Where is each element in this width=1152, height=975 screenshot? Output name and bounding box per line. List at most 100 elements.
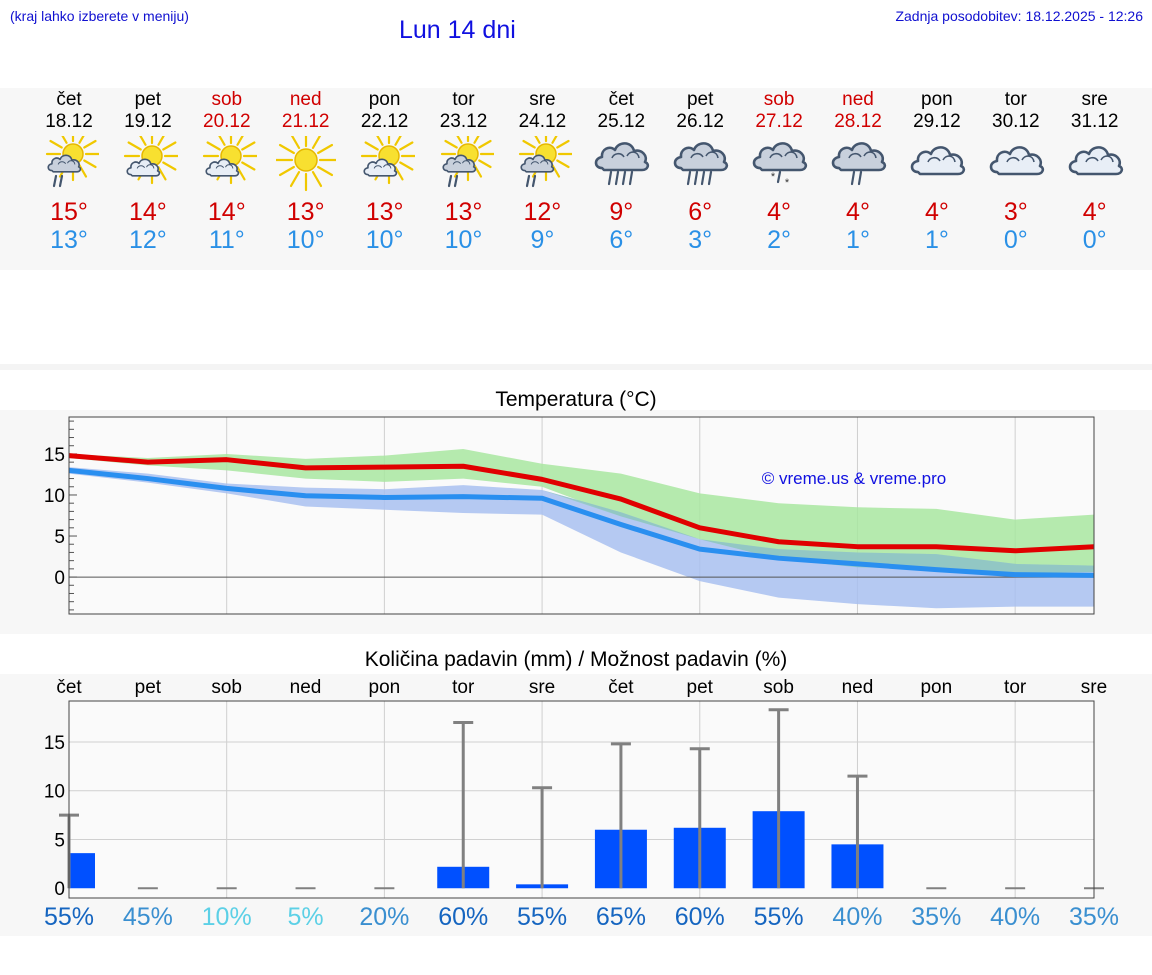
- cloud-rain-icon: [831, 142, 887, 186]
- cloud-outline: [1068, 146, 1123, 176]
- sun-ray: [278, 143, 295, 155]
- rain-drop: [622, 170, 627, 186]
- region-hint[interactable]: (kraj lahko izberete v meniju): [10, 8, 189, 24]
- cloud-outline: [595, 142, 650, 172]
- temp-max: 14°: [128, 198, 167, 226]
- cloud-icon: [989, 146, 1044, 176]
- day-name: tor: [452, 89, 475, 110]
- sun-ray: [472, 136, 480, 144]
- sun-ray: [157, 136, 165, 146]
- sun-ray: [455, 136, 463, 144]
- temp-max: 4°: [1082, 198, 1107, 226]
- x-category-label: čet: [56, 677, 82, 698]
- divider: [0, 364, 1152, 370]
- cloud-outline: [752, 142, 808, 172]
- sun-cloud-icon: [360, 136, 415, 185]
- sun-ray: [83, 159, 97, 169]
- x-category-label: pet: [687, 677, 714, 698]
- precip-chance: 35%: [911, 903, 962, 931]
- precip-chance: 60%: [438, 903, 489, 931]
- min-temp-line: [68, 467, 1095, 578]
- sun-ray: [398, 141, 414, 151]
- precip-chance: 45%: [122, 903, 173, 931]
- cloud-outline: [47, 154, 82, 173]
- temp-min: 0°: [1003, 226, 1028, 254]
- day-name: sre: [529, 89, 556, 110]
- rain-drop: [687, 170, 692, 186]
- day-date: 22.12: [360, 111, 409, 132]
- temp-min: 13°: [50, 226, 88, 254]
- day-date: 25.12: [597, 111, 646, 132]
- day-date: 28.12: [834, 111, 882, 132]
- temp-min: 1°: [924, 226, 949, 254]
- sun-ray: [364, 141, 379, 151]
- y-tick-label: 15: [44, 733, 65, 754]
- cloud-shape: [520, 154, 555, 173]
- cloud-detail: [1084, 155, 1114, 163]
- precip-bar: [69, 853, 95, 889]
- cloud-detail: [57, 160, 76, 165]
- sun-ray: [236, 166, 246, 181]
- sun-ray: [556, 159, 571, 169]
- cloud-detail: [927, 155, 956, 163]
- cloud-icon: [989, 146, 1044, 176]
- sun-cloud-icon: [202, 136, 257, 185]
- sun-ray: [316, 165, 333, 177]
- page-title: Lun 14 dni: [399, 16, 516, 44]
- temp-max: 13°: [365, 198, 404, 226]
- max-range-band: [69, 449, 1094, 573]
- temp-max: 13°: [444, 198, 483, 226]
- day-date: 20.12: [203, 111, 251, 132]
- day-name: čet: [56, 89, 82, 110]
- sun-ray: [206, 141, 221, 151]
- temp-max: 14°: [207, 198, 246, 226]
- cloud-heavy-rain-icon: [595, 142, 650, 186]
- sun-disc: [293, 148, 318, 172]
- sun-ray: [393, 136, 402, 146]
- precip-chance: 55%: [517, 903, 568, 931]
- sun-ray: [162, 141, 177, 151]
- sun-ray: [278, 165, 295, 177]
- snow-flake: *: [771, 171, 776, 183]
- sun-cloud-icon: [123, 136, 178, 185]
- precip-chance: 40%: [832, 903, 883, 931]
- temp-min: 6°: [609, 226, 634, 254]
- cloud-detail: [531, 160, 549, 165]
- cloud-shape: [1068, 146, 1123, 176]
- cloud-icon: [1068, 146, 1123, 176]
- rain-drop: [701, 170, 706, 186]
- forecast-day: ned 28.12 4° 1°: [818, 88, 898, 254]
- temp-max: 4°: [846, 198, 870, 226]
- cloud-shape: [595, 142, 650, 172]
- sun-shape: [275, 136, 336, 192]
- x-category-label: čet: [608, 677, 634, 698]
- sun-cloud-rain-icon: [440, 136, 494, 188]
- temp-min: 0°: [1082, 226, 1107, 254]
- last-update: Zadnja posodobitev: 18.12.2025 - 12:26: [895, 8, 1143, 24]
- precip-chance: 40%: [990, 903, 1041, 931]
- y-tick-label: 0: [54, 879, 65, 900]
- cloud-heavy-rain-icon: [595, 142, 650, 186]
- cloud-detail: [215, 164, 234, 169]
- cloud-outline: [126, 158, 161, 177]
- cloud-outline: [673, 142, 729, 172]
- rain-drop: [776, 170, 782, 184]
- sun-ray: [162, 161, 177, 171]
- sun-ray: [556, 139, 571, 149]
- min-range-band: [69, 467, 1094, 609]
- precip-chance: 10%: [201, 903, 252, 931]
- sun-ray: [217, 136, 226, 146]
- watermark: © vreme.us & vreme.pro: [762, 469, 946, 488]
- sun-ray: [311, 136, 321, 149]
- day-date: 31.12: [1070, 111, 1119, 132]
- rain-drop: [694, 170, 699, 186]
- sun-ray: [240, 141, 256, 151]
- y-tick-label: 0: [54, 568, 65, 589]
- x-category-label: sob: [763, 677, 794, 698]
- cloud-snow-icon: * *: [752, 142, 808, 189]
- sun-ray: [477, 159, 492, 169]
- day-name: sob: [211, 89, 243, 110]
- y-tick-label: 10: [44, 782, 65, 803]
- sun-ray: [78, 136, 85, 144]
- sun-ray: [290, 136, 300, 149]
